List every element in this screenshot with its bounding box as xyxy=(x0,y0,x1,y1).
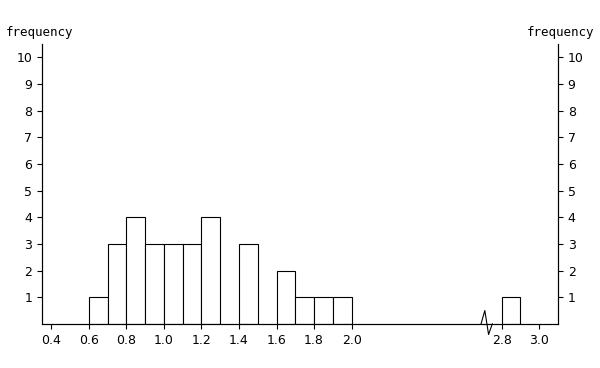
Bar xyxy=(107,244,127,324)
Bar xyxy=(333,297,352,324)
Bar xyxy=(127,217,145,324)
Text: frequency: frequency xyxy=(6,25,73,39)
Bar xyxy=(164,244,183,324)
Bar xyxy=(295,297,314,324)
Bar xyxy=(314,297,333,324)
Bar xyxy=(502,297,520,324)
Bar xyxy=(183,244,202,324)
Bar xyxy=(239,244,258,324)
Bar xyxy=(145,244,164,324)
Bar xyxy=(202,217,220,324)
Text: frequency: frequency xyxy=(527,25,594,39)
Bar xyxy=(277,270,295,324)
Bar xyxy=(89,297,107,324)
